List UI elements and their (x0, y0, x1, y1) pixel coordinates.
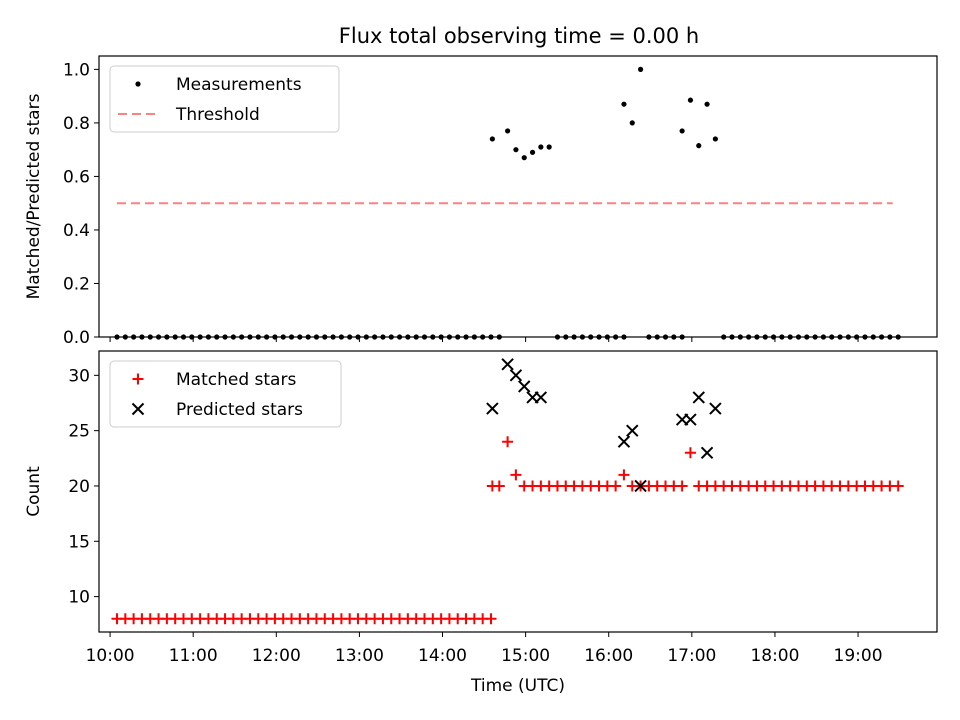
y-tick-label: 0.6 (63, 167, 90, 187)
x-tick-label: 16:00 (584, 646, 633, 666)
y-tick-label: 10 (68, 588, 90, 608)
measurements-point (704, 101, 710, 107)
x-tick-label: 13:00 (335, 646, 384, 666)
matched-stars-point (510, 469, 522, 481)
measurements-point (637, 66, 644, 72)
predicted-stars-point (634, 479, 647, 493)
predicted-stars-point (486, 402, 499, 415)
predicted-stars-point (617, 435, 631, 448)
predicted-stars-point (509, 369, 523, 382)
count-panel: 10 15 20 25 30 10:00 11:00 12:00 13:00 14:00 15:00… (24, 350, 938, 696)
legend: Matched stars Predicted stars (109, 360, 342, 428)
measurements-point (629, 120, 635, 126)
legend-predicted-stars-label: Predicted stars (176, 400, 303, 420)
y-axis-label: Matched/Predicted stars (24, 93, 44, 299)
predicted-stars-point (534, 391, 548, 404)
measurements-point (546, 144, 552, 150)
y-tick-label: 0.2 (63, 274, 90, 294)
x-tick-label: 17:00 (667, 646, 716, 666)
y-tick-label: 0.8 (63, 114, 90, 134)
matched-stars-point (610, 480, 622, 492)
figure-title: Flux total observing time = 0.00 h (339, 24, 699, 48)
legend-predicted-stars-swatch (131, 402, 145, 416)
x-tick-label: 12:00 (252, 646, 301, 666)
matched-stars-point (493, 480, 505, 492)
series-matched-stars (111, 436, 904, 625)
measurements-point (687, 97, 694, 103)
x-tick-label: 10:00 (86, 646, 135, 666)
y-tick-label: 1.0 (63, 60, 90, 80)
y-tick-label: 20 (68, 477, 90, 497)
legend-matched-stars-swatch (132, 373, 144, 385)
measurements-point (529, 149, 536, 155)
measurements-point (521, 155, 527, 161)
x-tick-label: 15:00 (501, 646, 550, 666)
predicted-stars-point (692, 391, 705, 404)
predicted-stars-point (709, 402, 722, 415)
measurements-point (679, 128, 685, 134)
predicted-stars-point (700, 446, 714, 459)
predicted-stars-point (501, 358, 514, 371)
legend: Measurements Threshold (109, 65, 340, 133)
predicted-stars-point (626, 424, 639, 437)
legend-box (109, 65, 340, 133)
measurements-point (712, 136, 718, 142)
matched-stars-point (676, 480, 688, 492)
matched-stars-point (618, 469, 630, 481)
legend-box (109, 360, 342, 428)
matched-stars-point (502, 436, 514, 448)
measurements-point (489, 136, 495, 142)
matched-stars-point (485, 613, 497, 625)
y-tick-label: 25 (68, 422, 90, 442)
measurements-point (696, 143, 702, 149)
measurements-point (621, 101, 627, 107)
legend-measurements-swatch (135, 81, 141, 87)
matched-stars-point (684, 447, 696, 459)
x-axis-label: Time (UTC) (470, 676, 565, 696)
x-tick-label: 11:00 (169, 646, 218, 666)
y-tick-label: 15 (68, 532, 90, 552)
x-tick-label: 18:00 (750, 646, 799, 666)
y-axis-label: Count (24, 466, 44, 517)
predicted-stars-point (684, 413, 697, 426)
series-predicted-stars (486, 358, 722, 493)
x-tick-label: 14:00 (418, 646, 467, 666)
y-tick-label: 0.0 (63, 328, 90, 348)
legend-measurements-label: Measurements (176, 75, 302, 95)
x-tick-label: 19:00 (834, 646, 883, 666)
legend-threshold-label: Threshold (175, 105, 260, 125)
measurements-point (513, 147, 519, 153)
legend-matched-stars-label: Matched stars (176, 370, 296, 390)
measurements-point (538, 144, 544, 150)
y-tick-label: 30 (68, 366, 90, 386)
predicted-stars-point (518, 380, 531, 393)
measurements-point (505, 128, 511, 134)
axes-frame (98, 55, 938, 338)
ratio-panel: 0.0 0.2 0.4 0.6 0.8 1.0 Matched/Predicted star… (24, 55, 938, 348)
matched-stars-point (892, 480, 904, 492)
y-tick-label: 0.4 (63, 221, 90, 241)
axes-frame (98, 350, 938, 633)
